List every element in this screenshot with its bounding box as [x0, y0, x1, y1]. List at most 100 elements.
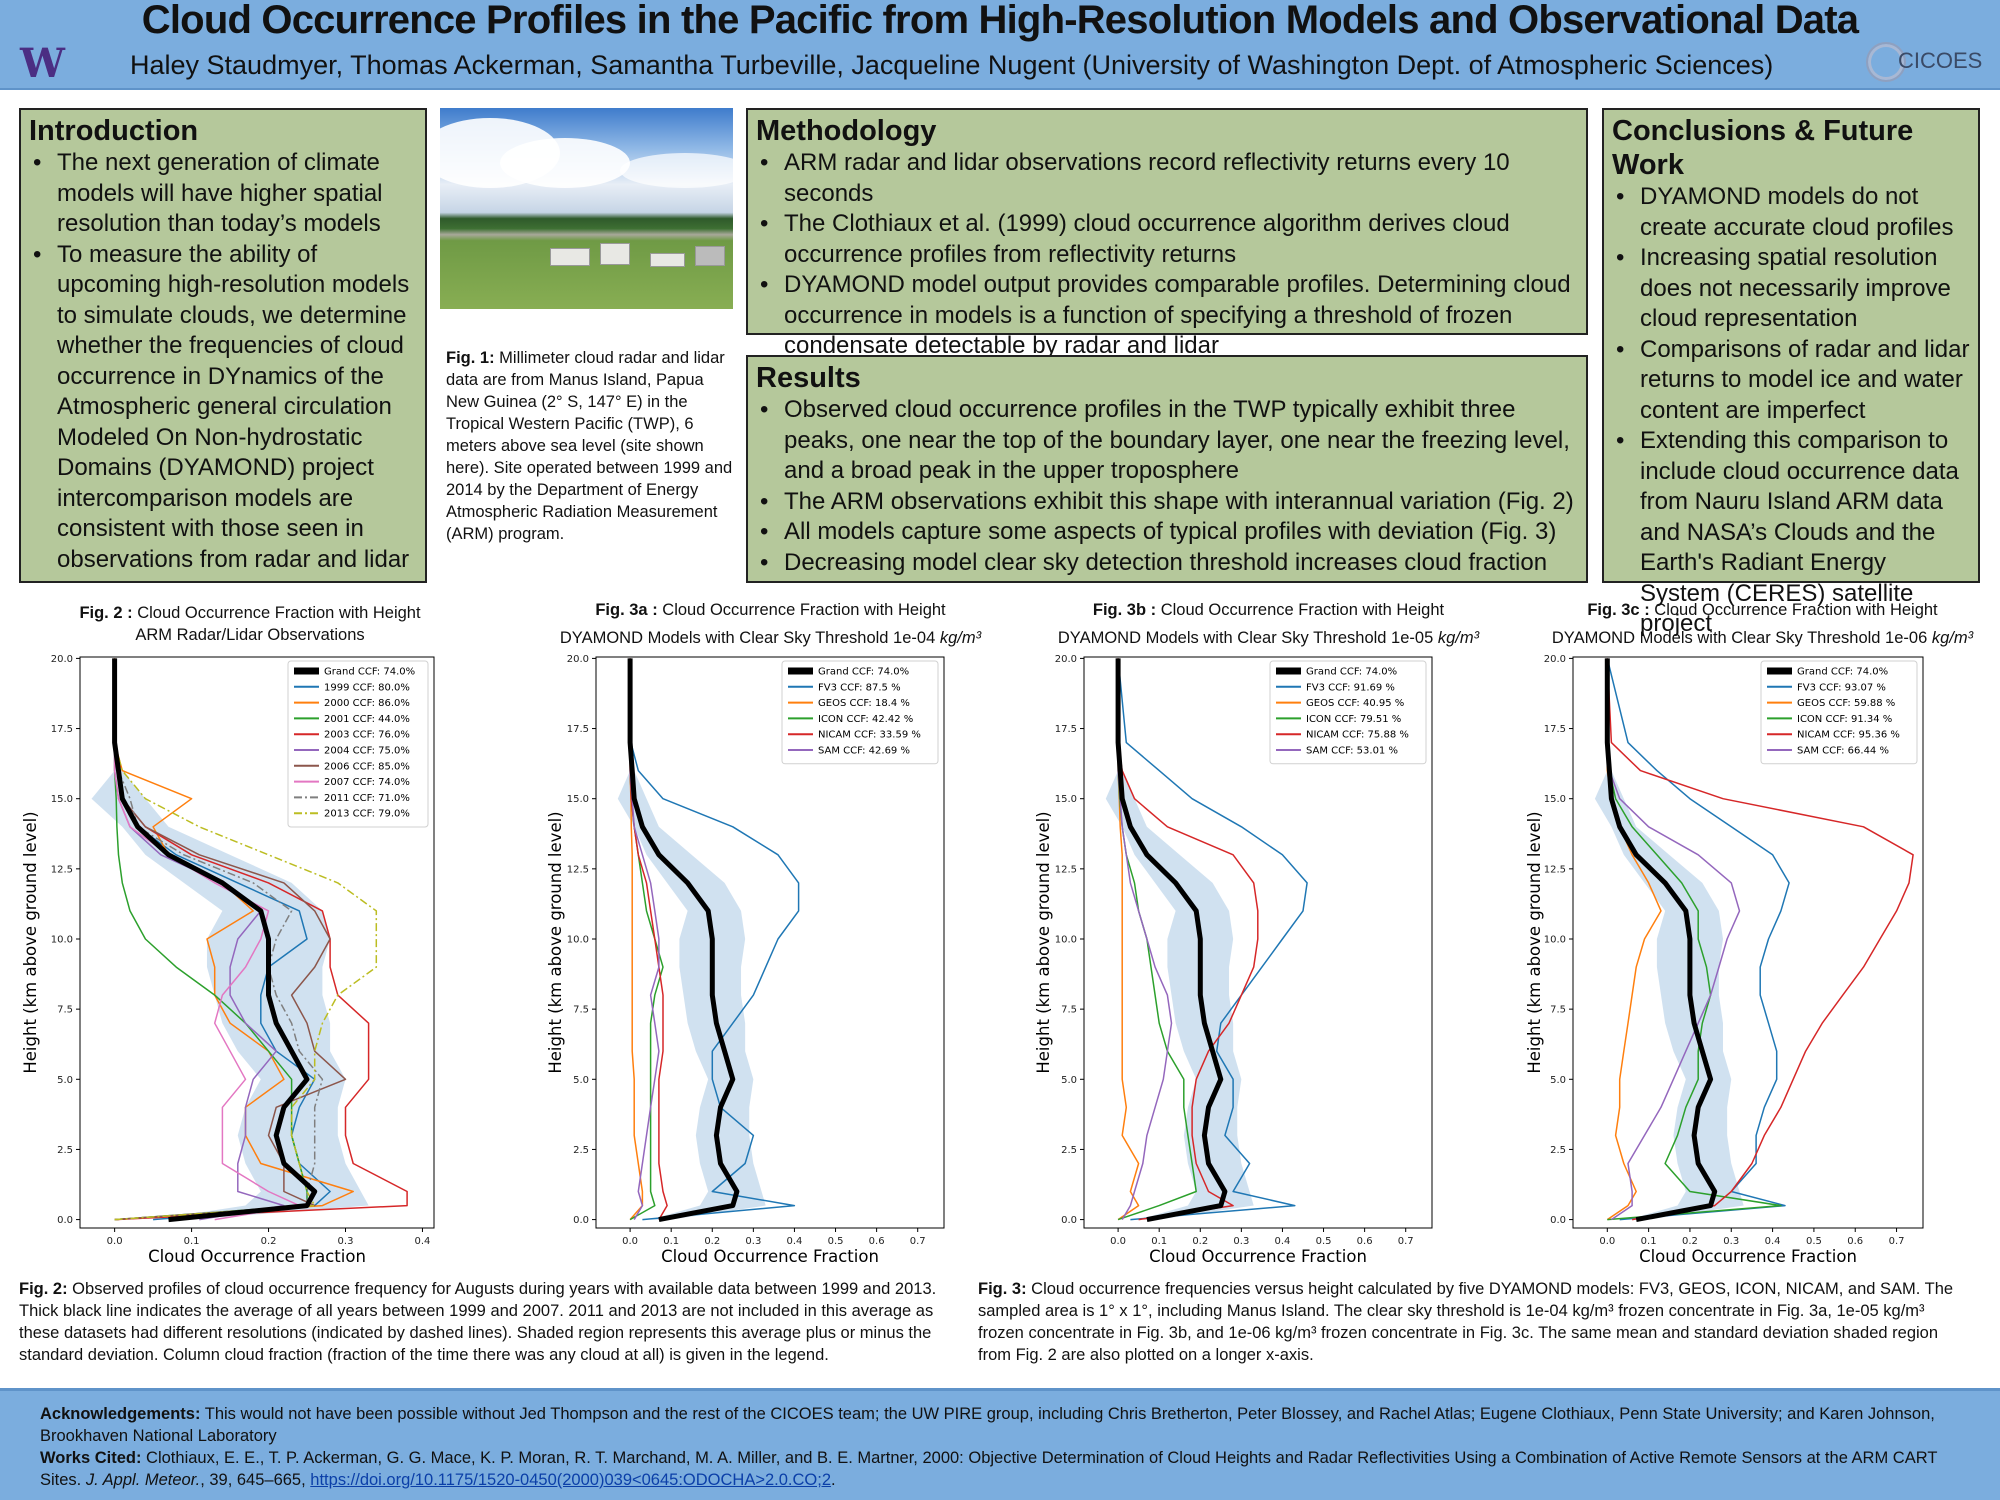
fig2-y-tick-label: 15.0	[51, 794, 73, 805]
fig3b-y-tick-label: 2.5	[1061, 1145, 1077, 1156]
fig3c-legend-label: ICON CCF: 91.34 %	[1797, 714, 1892, 725]
fig3c-unit: kg/m³	[1931, 629, 1974, 647]
fig2-legend-label: 2001 CCF: 44.0%	[324, 714, 410, 725]
fig2-legend-label: 2011 CCF: 71.0%	[324, 793, 410, 804]
poster-title: Cloud Occurrence Profiles in the Pacific…	[141, 0, 1859, 42]
fig3c-title-text: Cloud Occurrence Fraction with Height	[1649, 601, 1938, 619]
fig3b-y-tick-label: 5.0	[1061, 1075, 1077, 1086]
fig3b-series-line-2	[1117, 658, 1140, 1221]
fig3a-legend-label: Grand CCF: 74.0%	[818, 667, 909, 678]
fig2-legend-label: 1999 CCF: 80.0%	[324, 682, 410, 693]
fig3b-unit: kg/m³	[1437, 629, 1480, 647]
fig3c-series-line-4	[1606, 658, 1914, 1221]
fig3b-x-tick-label: 0.3	[1233, 1236, 1249, 1247]
fig2-caption-text: Observed profiles of cloud occurrence fr…	[19, 1280, 937, 1364]
fig3a-x-tick-label: 0.6	[869, 1236, 885, 1247]
cited-text: Clothiaux, E. E., T. P. Ackerman, G. G. …	[40, 1449, 1938, 1489]
introduction-heading: Introduction	[29, 115, 199, 147]
fig3c-legend-label: Grand CCF: 74.0%	[1797, 667, 1888, 678]
fig3a-subtitle: DYAMOND Models with Clear Sky Threshold …	[559, 629, 940, 647]
fig3c-y-tick-label: 2.5	[1550, 1145, 1566, 1156]
fig3c-x-tick-label: 0.5	[1806, 1236, 1822, 1247]
fig3a-legend-label: GEOS CCF: 18.4 %	[818, 698, 910, 709]
fig3b-y-tick-label: 12.5	[1055, 864, 1077, 875]
fig3b-y-tick-label: 17.5	[1055, 724, 1077, 735]
fig3a-y-tick-label: 12.5	[567, 864, 589, 875]
cited-tail: , 39, 645–665,	[200, 1471, 311, 1489]
fig2-series-line-0	[112, 658, 318, 1223]
fig3b-chart: 0.0 0.1 0.2 0.3 0.4 0.5 0.6 0.7 0.0 2.5 5.0 7.5 10.0…	[1034, 654, 1433, 1266]
fig3b-y-axis-label: Height (km above ground level)	[1034, 811, 1053, 1073]
fig3-caption-label: Fig. 3:	[978, 1280, 1027, 1298]
fig3b-series-line-1	[1117, 658, 1308, 1221]
fig2-x-tick-label: 0.1	[184, 1236, 200, 1247]
fig3c-title: Fig. 3c : Cloud Occurrence Fraction with…	[1532, 596, 1993, 652]
fig3b-y-tick-label: 0.0	[1061, 1215, 1077, 1226]
fig2-plot-frame	[79, 656, 435, 1229]
fig3a-x-tick-label: 0.5	[828, 1236, 844, 1247]
fig3a-series-line-2	[629, 658, 644, 1221]
fig3c-x-tick-label: 0.4	[1765, 1236, 1781, 1247]
fig3c-y-tick-label: 17.5	[1544, 724, 1566, 735]
fig3b-plot-frame	[1083, 656, 1433, 1229]
fig3c-y-tick-label: 15.0	[1544, 794, 1566, 805]
cited-label: Works Cited:	[40, 1449, 142, 1467]
fig3c-x-tick-label: 0.1	[1641, 1236, 1657, 1247]
fig2-legend-label: 2006 CCF: 85.0%	[324, 761, 410, 772]
fig3b-series-line-0	[1115, 658, 1228, 1223]
list-item: ARM radar and lidar observations record …	[756, 148, 1578, 209]
fig3c-series-line-2	[1606, 658, 1662, 1221]
fig3a-chart: 0.0 0.1 0.2 0.3 0.4 0.5 0.6 0.7 0.0 2.5 5.0 7.5 10.0…	[546, 654, 945, 1266]
fig3a-label: Fig. 3a :	[595, 601, 658, 619]
uw-logo: W	[20, 40, 65, 87]
doi-link[interactable]: https://doi.org/10.1175/1520-0450(2000)0…	[310, 1471, 832, 1489]
fig3c-label: Fig. 3c :	[1587, 601, 1650, 619]
cicoes-logo-text: CICOES	[1898, 48, 1983, 73]
fig3b-y-tick-label: 7.5	[1061, 1005, 1077, 1016]
fig3b-y-tick-label: 20.0	[1055, 654, 1077, 665]
fig2-x-tick-label: 0.0	[107, 1236, 123, 1247]
fig3c-series-line-3	[1606, 658, 1782, 1221]
fig3c-legend-label: SAM CCF: 66.44 %	[1797, 746, 1889, 757]
fig2-y-tick-label: 7.5	[57, 1005, 73, 1016]
fig3a-x-tick-label: 0.2	[704, 1236, 720, 1247]
fig3c-series-line-5	[1606, 658, 1741, 1221]
fig3b-series-line-4	[1117, 658, 1259, 1221]
fig2-caption-label: Fig. 2:	[19, 1280, 68, 1298]
fig2-series-line-2	[113, 658, 354, 1221]
fig3c-x-tick-label: 0.7	[1889, 1236, 1905, 1247]
fig3a-x-tick-label: 0.3	[745, 1236, 761, 1247]
fig2-x-tick-label: 0.3	[338, 1236, 354, 1247]
list-item: Comparisons of radar and lidar returns t…	[1612, 335, 1970, 427]
fig2-y-tick-label: 5.0	[57, 1075, 73, 1086]
fig2-series-line-7	[113, 658, 301, 1221]
list-item: DYAMOND models do not create accurate cl…	[1612, 182, 1970, 243]
fig3c-x-tick-label: 0.6	[1847, 1236, 1863, 1247]
fig2-std-band	[91, 658, 369, 1220]
fig2-chart: 0.0 0.1 0.2 0.3 0.4 0.0 2.5 5.0 7.5 10.0 12.5 15.0 1…	[21, 654, 435, 1266]
cited-end: .	[831, 1471, 836, 1489]
fig3c-y-tick-label: 7.5	[1550, 1005, 1566, 1016]
fig3a-unit: kg/m³	[939, 629, 982, 647]
fig3a-x-axis-label: Cloud Occurrence Fraction	[661, 1247, 879, 1266]
fig3a-y-tick-label: 5.0	[573, 1075, 589, 1086]
fig2-legend-label: Grand CCF: 74.0%	[324, 667, 415, 678]
fig3c-legend-label: FV3 CCF: 93.07 %	[1797, 682, 1886, 693]
fig2-legend-label: 2007 CCF: 74.0%	[324, 777, 410, 788]
methodology-heading: Methodology	[756, 115, 937, 147]
list-item: DYAMOND model output provides comparable…	[756, 270, 1578, 362]
fig3b-series-line-5	[1117, 658, 1173, 1220]
fig3a-series-line-5	[629, 658, 660, 1220]
fig3b-x-tick-label: 0.6	[1357, 1236, 1373, 1247]
fig3a-x-tick-label: 0.4	[786, 1236, 802, 1247]
fig3c-x-axis-label: Cloud Occurrence Fraction	[1639, 1247, 1857, 1266]
fig3b-title: Fig. 3b : Cloud Occurrence Fraction with…	[1038, 596, 1499, 652]
fig3b-subtitle: DYAMOND Models with Clear Sky Threshold …	[1057, 629, 1438, 647]
fig3a-y-tick-label: 10.0	[567, 934, 589, 945]
fig3-caption-text: Cloud occurrence frequencies versus heig…	[978, 1280, 1954, 1364]
fig2-y-tick-label: 17.5	[51, 724, 73, 735]
fig2-x-tick-label: 0.4	[415, 1236, 431, 1247]
fig3b-title-text: Cloud Occurrence Fraction with Height	[1156, 601, 1445, 619]
fig3c-legend	[1760, 660, 1918, 765]
fig2-legend-label: 2004 CCF: 75.0%	[324, 746, 410, 757]
